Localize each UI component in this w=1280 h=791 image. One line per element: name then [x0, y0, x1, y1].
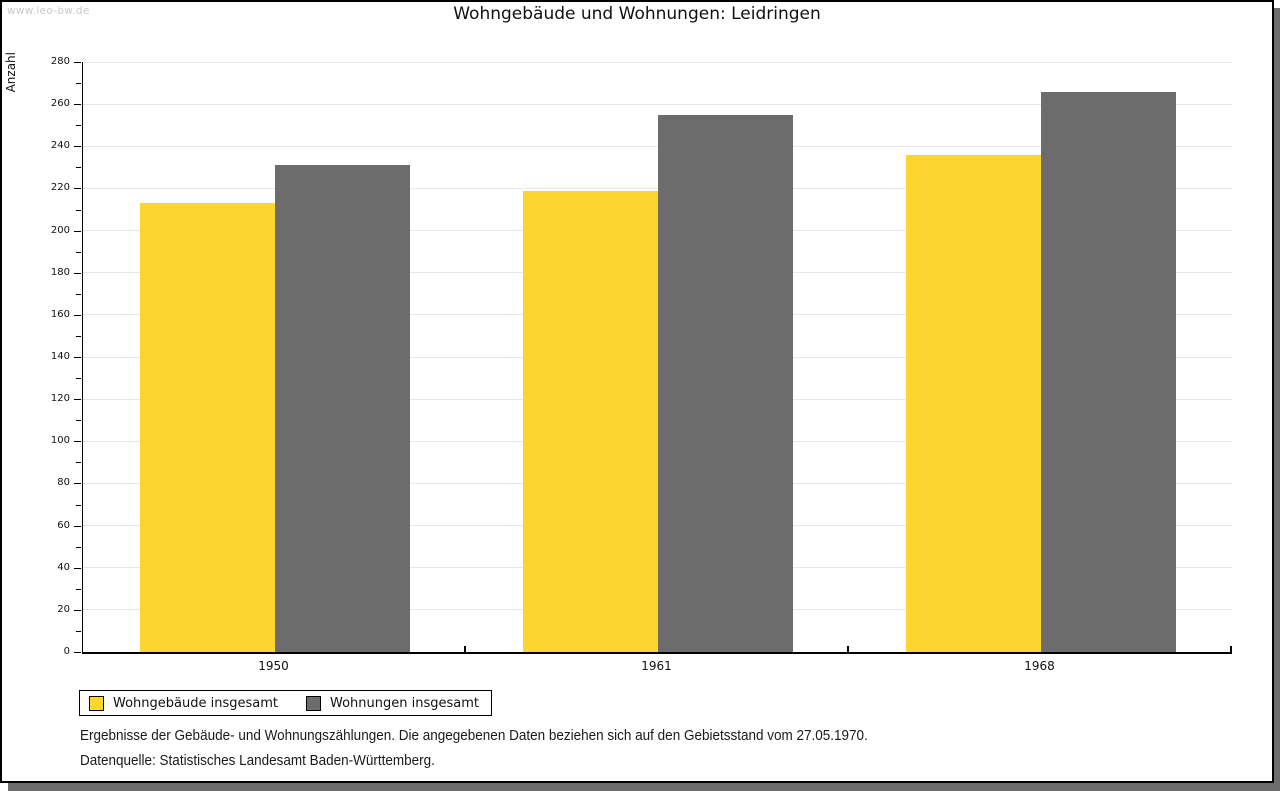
y-axis-tick — [74, 567, 81, 569]
y-axis-tick-label: 40 — [57, 561, 70, 573]
y-axis-tick-label: 200 — [50, 224, 70, 236]
legend-entry-series1: Wohngebäude insgesamt — [89, 695, 278, 711]
legend-swatch-series2 — [306, 695, 321, 711]
y-axis-tick — [74, 62, 81, 63]
y-axis-minor-tick — [76, 251, 81, 253]
x-axis-tick — [1230, 646, 1232, 652]
x-axis-tick — [464, 646, 466, 652]
bar-series2-1961 — [657, 114, 793, 652]
bar-series2-1968 — [1040, 91, 1176, 652]
legend-label-series1: Wohngebäude insgesamt — [113, 695, 278, 711]
x-axis-category-label: 1961 — [641, 659, 672, 673]
y-axis-tick-label: 100 — [50, 435, 70, 447]
y-axis-tick-label: 240 — [50, 140, 70, 152]
legend: Wohngebäude insgesamt Wohnungen insgesamt — [79, 690, 492, 716]
y-axis-tick — [74, 188, 81, 190]
y-axis-tick — [74, 357, 81, 358]
y-axis-tick-label: 280 — [50, 56, 70, 67]
plot-area — [82, 61, 1232, 654]
y-axis-minor-tick — [76, 209, 81, 211]
watermark: www.leo-bw.de — [7, 5, 90, 17]
y-axis-tick-label: 160 — [50, 308, 70, 320]
y-axis-minor-tick — [76, 588, 81, 590]
y-axis-tick-label: 220 — [50, 182, 70, 194]
footnote-line-1: Ergebnisse der Gebäude- und Wohnungszähl… — [80, 727, 868, 744]
y-axis-minor-tick — [76, 125, 81, 127]
gridline — [83, 103, 1232, 105]
bar-series1-1961 — [522, 190, 658, 652]
y-axis-tick — [74, 525, 81, 527]
page-shadow-right — [1274, 8, 1280, 791]
y-axis-minor-tick — [76, 630, 81, 632]
bar-series2-1950 — [274, 165, 410, 652]
legend-label-series2: Wohnungen insgesamt — [330, 695, 479, 711]
y-axis-tick-label: 60 — [57, 519, 70, 531]
y-axis-minor-tick — [76, 83, 81, 85]
x-axis-category-label: 1968 — [1024, 659, 1055, 673]
footnote-line-2: Datenquelle: Statistisches Landesamt Bad… — [80, 752, 435, 769]
y-axis-minor-tick — [76, 462, 81, 464]
y-axis-tick-label: 80 — [57, 477, 70, 489]
y-axis-tick-label: 0 — [63, 646, 70, 657]
x-axis-category-label: 1950 — [258, 659, 289, 673]
bar-series1-1950 — [139, 203, 275, 652]
bar-series1-1968 — [905, 154, 1041, 652]
x-axis-tick — [847, 646, 849, 652]
y-axis-tick — [74, 230, 81, 232]
chart-title: Wohngebäude und Wohnungen: Leidringen — [453, 4, 821, 24]
y-axis-minor-tick — [76, 504, 81, 506]
y-axis-minor-tick — [76, 546, 81, 548]
y-axis-tick — [74, 104, 81, 106]
y-axis-tick-label: 260 — [50, 98, 70, 110]
y-axis-minor-tick — [76, 293, 81, 295]
y-axis-tick — [74, 146, 81, 148]
y-axis-minor-tick — [76, 378, 81, 380]
legend-swatch-series1 — [89, 695, 104, 711]
y-axis-tick — [74, 399, 81, 401]
y-axis-tick-label: 140 — [50, 351, 70, 362]
y-axis-minor-tick — [76, 335, 81, 337]
y-axis-tick — [74, 609, 81, 611]
y-axis-minor-tick — [76, 167, 81, 169]
y-axis-label: Anzahl — [4, 52, 18, 93]
page-shadow-bottom — [8, 783, 1280, 791]
legend-entry-series2: Wohnungen insgesamt — [306, 695, 479, 711]
y-axis-tick — [74, 652, 81, 653]
y-axis-tick-label: 20 — [57, 603, 70, 615]
y-axis-tick — [74, 441, 81, 443]
y-axis-tick-label: 120 — [50, 393, 70, 405]
y-axis-minor-tick — [76, 420, 81, 422]
y-axis-tick — [74, 314, 81, 316]
gridline — [83, 61, 1232, 63]
y-axis-tick-label: 180 — [50, 266, 70, 278]
y-axis-tick — [74, 272, 81, 274]
y-axis-tick — [74, 483, 81, 485]
